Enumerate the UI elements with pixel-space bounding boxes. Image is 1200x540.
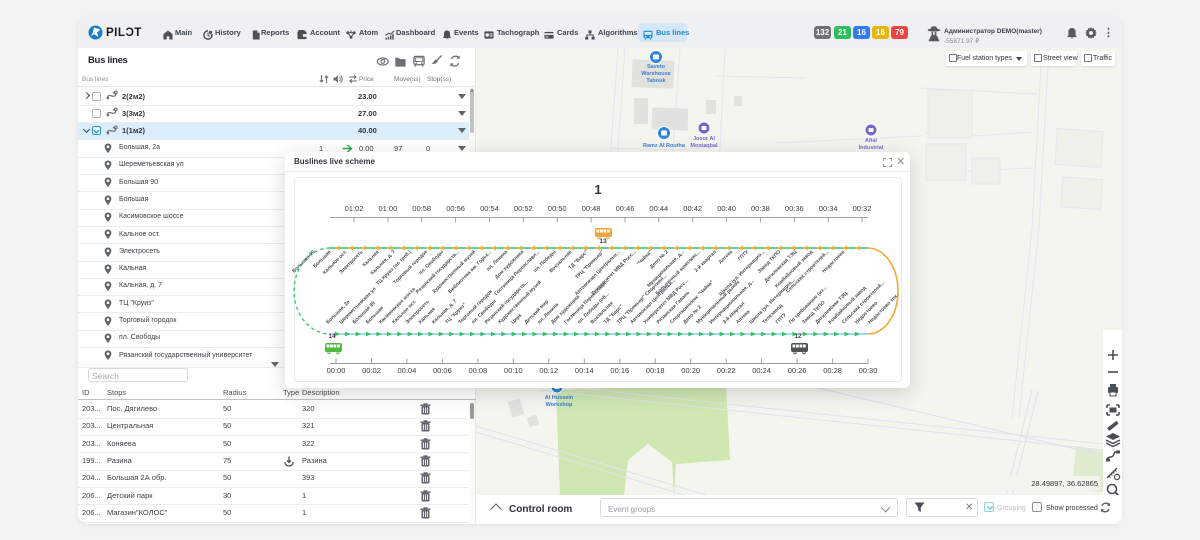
svg-text:00:40: 00:40 [717,204,736,213]
svg-text:Ramz Al Routha: Ramz Al Routha [643,143,686,149]
svg-text:00:38: 00:38 [751,204,770,213]
svg-text:12: 12 [794,333,802,340]
svg-text:Industrial: Industrial [859,145,884,151]
svg-text:00:20: 00:20 [681,366,700,375]
svg-text:00:18: 00:18 [646,366,665,375]
svg-text:00:22: 00:22 [717,366,736,375]
svg-text:00:42: 00:42 [683,204,702,213]
svg-text:00:02: 00:02 [362,366,381,375]
svg-text:00:32: 00:32 [853,204,872,213]
svg-text:00:12: 00:12 [539,366,558,375]
svg-text:00:36: 00:36 [785,204,804,213]
svg-text:01:00: 01:00 [379,204,398,213]
svg-text:13: 13 [599,238,607,245]
svg-text:Tabouk: Tabouk [646,78,666,84]
svg-text:00:14: 00:14 [575,366,594,375]
svg-text:00:44: 00:44 [649,204,668,213]
svg-text:00:52: 00:52 [514,204,533,213]
svg-text:00:46: 00:46 [616,204,635,213]
svg-text:Al Hussein: Al Hussein [545,395,574,401]
svg-text:Josor Al: Josor Al [693,136,715,142]
svg-text:00:54: 00:54 [480,204,499,213]
svg-text:00:24: 00:24 [752,366,771,375]
svg-text:00:10: 00:10 [504,366,523,375]
svg-text:00:26: 00:26 [788,366,807,375]
svg-text:14: 14 [328,333,336,340]
svg-text:00:08: 00:08 [469,366,488,375]
svg-text:01:02: 01:02 [345,204,364,213]
svg-text:Afial: Afial [865,138,877,144]
svg-text:00:00: 00:00 [327,366,346,375]
svg-text:Warehouse: Warehouse [641,71,670,77]
svg-text:00:34: 00:34 [819,204,838,213]
svg-text:00:16: 00:16 [610,366,629,375]
svg-text:00:58: 00:58 [412,204,431,213]
svg-text:Mostaqbal: Mostaqbal [690,143,718,149]
svg-text:Saveto: Saveto [647,64,666,70]
svg-text:1: 1 [594,182,601,197]
svg-text:28.49897, 36.62865: 28.49897, 36.62865 [1031,479,1098,488]
svg-text:00:50: 00:50 [548,204,567,213]
svg-text:00:28: 00:28 [823,366,842,375]
svg-text:00:56: 00:56 [446,204,465,213]
svg-text:00:04: 00:04 [398,366,417,375]
svg-text:00:06: 00:06 [433,366,452,375]
svg-text:00:48: 00:48 [582,204,601,213]
svg-text:00:30: 00:30 [859,366,878,375]
svg-text:Workshop: Workshop [546,402,573,408]
